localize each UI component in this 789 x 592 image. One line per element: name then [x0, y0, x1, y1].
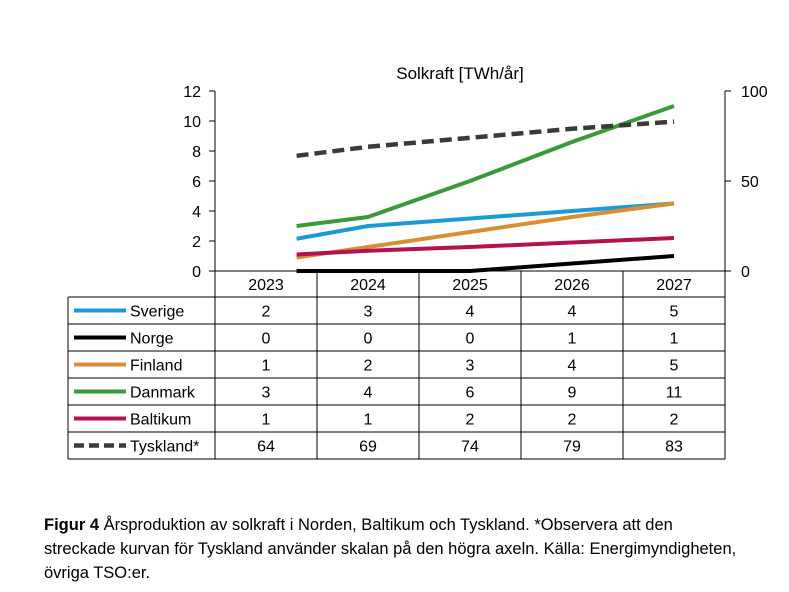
table-cell-value: 1	[262, 358, 271, 375]
table-cell-value: 79	[563, 439, 581, 456]
table-cell-value: 2	[568, 412, 577, 429]
caption-label: Figur 4	[44, 516, 100, 534]
table-cell-value: 1	[568, 331, 577, 348]
table-cell-value: 69	[359, 439, 377, 456]
table-header-year: 2023	[248, 277, 284, 294]
left-axis-tick-label: 2	[192, 234, 201, 251]
caption-text: Årsproduktion av solkraft i Norden, Balt…	[44, 516, 737, 582]
table-header-year: 2024	[350, 277, 386, 294]
legend-label-norge: Norge	[130, 331, 174, 348]
left-axis-tick-label: 0	[192, 264, 201, 281]
table-cell-value: 0	[262, 331, 271, 348]
table-cell-value: 83	[665, 439, 683, 456]
figure-caption: Figur 4 Årsproduktion av solkraft i Nord…	[44, 513, 744, 585]
left-axis-tick-label: 12	[183, 84, 201, 101]
table-cell-value: 4	[466, 304, 475, 321]
table-cell-value: 5	[670, 358, 679, 375]
table-cell-value: 4	[568, 358, 577, 375]
table-cell-value: 9	[568, 385, 577, 402]
left-axis-tick-label: 8	[192, 144, 201, 161]
table-cell-value: 3	[364, 304, 373, 321]
table-cell-value: 2	[466, 412, 475, 429]
table-cell-value: 64	[257, 439, 275, 456]
table-cell-value: 4	[364, 385, 373, 402]
legend-label-danmark: Danmark	[130, 385, 196, 402]
table-cell-value: 4	[568, 304, 577, 321]
series-line-norge	[296, 254, 675, 273]
left-axis-tick-label: 6	[192, 174, 201, 191]
table-cell-value: 11	[666, 385, 683, 402]
table-header-year: 2025	[452, 277, 488, 294]
legend-label-finland: Finland	[130, 358, 182, 375]
series-line-danmark	[296, 104, 675, 228]
chart-title: Solkraft [TWh/år]	[396, 64, 524, 83]
series-line-sverige	[296, 201, 675, 241]
table-cell-value: 5	[670, 304, 679, 321]
right-axis-tick-label: 0	[741, 264, 750, 281]
table-cell-value: 2	[262, 304, 271, 321]
table-cell-value: 0	[466, 331, 475, 348]
table-cell-value: 2	[670, 412, 679, 429]
table-header-year: 2026	[554, 277, 590, 294]
table-header-year: 2027	[656, 277, 692, 294]
table-cell-value: 1	[670, 331, 679, 348]
table-cell-value: 3	[262, 385, 271, 402]
table-cell-value: 74	[461, 439, 479, 456]
legend-label-baltikum: Baltikum	[130, 412, 191, 429]
table-cell-value: 0	[364, 331, 373, 348]
right-axis-tick-label: 50	[741, 174, 759, 191]
table-cell-value: 3	[466, 358, 475, 375]
legend-label-sverige: Sverige	[130, 304, 184, 321]
table-cell-value: 1	[262, 412, 271, 429]
table-cell-value: 1	[364, 412, 373, 429]
right-axis-tick-label: 100	[741, 84, 768, 101]
series-line-tyskland	[296, 119, 675, 159]
table-cell-value: 2	[364, 358, 373, 375]
left-axis-tick-label: 10	[183, 114, 201, 131]
legend-label-tyskland: Tyskland*	[130, 439, 199, 456]
left-axis-tick-label: 4	[192, 204, 201, 221]
series-line-baltikum	[296, 236, 675, 257]
table-cell-value: 6	[466, 385, 475, 402]
